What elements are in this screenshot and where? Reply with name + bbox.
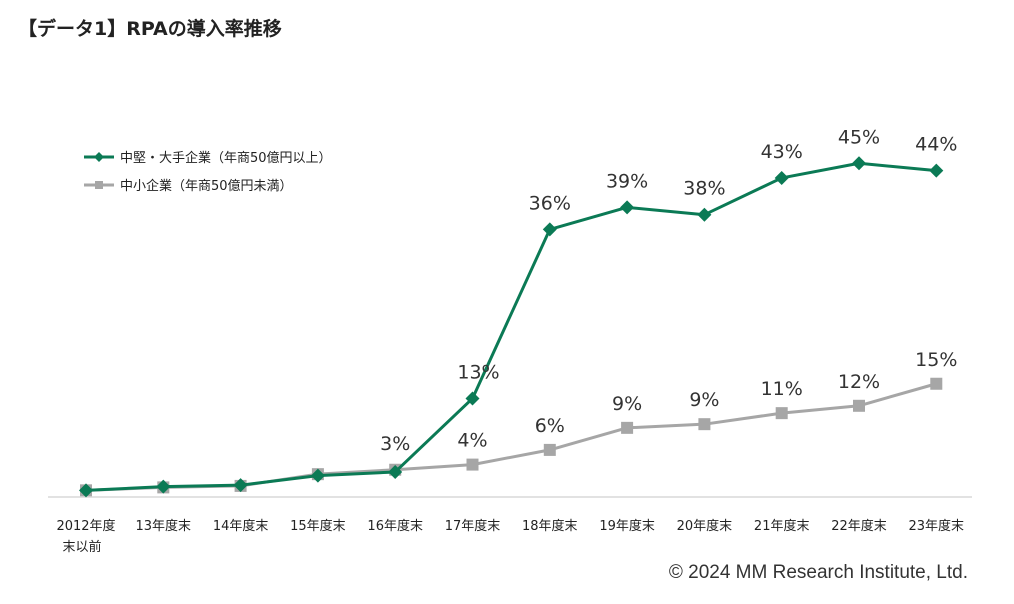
legend-label: 中小企業（年商50億円未満）: [120, 178, 293, 194]
series-layer: [79, 156, 944, 498]
data-label: 11%: [761, 378, 803, 400]
data-point: [79, 483, 93, 498]
legend-label: 中堅・大手企業（年商50億円以上）: [120, 150, 332, 166]
data-label: 9%: [612, 393, 642, 415]
series-small: [80, 377, 943, 497]
data-point: [930, 377, 943, 390]
data-label: 36%: [529, 192, 571, 214]
data-point: [233, 478, 248, 493]
data-label: 44%: [915, 134, 957, 156]
x-tick-label: 21年度末: [754, 518, 810, 534]
data-label: 12%: [838, 371, 880, 393]
series-line: [85, 161, 937, 492]
data-label: 43%: [761, 141, 803, 163]
data-point: [543, 443, 556, 456]
chart-legend: 中堅・大手企業（年商50億円以上） 中小企業（年商50億円未満）: [84, 150, 332, 194]
copyright-notice: © 2024 MM Research Institute, Ltd.: [668, 562, 968, 583]
data-point: [310, 468, 325, 483]
x-tick-label: 20年度末: [677, 518, 733, 534]
data-label: 9%: [689, 389, 719, 411]
data-label: 45%: [838, 126, 880, 148]
data-label: 13%: [457, 361, 499, 383]
data-label-layer: 3% 13% 36% 39% 38% 43% 45% 44% 4% 6% 9% 9% 11% 12% 15%: [380, 126, 957, 455]
x-tick-label: 19年度末: [599, 518, 655, 534]
data-point: [852, 156, 866, 171]
data-point: [466, 458, 479, 471]
data-point: [698, 418, 711, 431]
x-tick-label: 18年度末: [522, 518, 578, 534]
data-label: 38%: [683, 178, 725, 200]
x-tick-label: 13年度末: [136, 518, 192, 534]
data-point: [775, 407, 788, 420]
x-tick-label: 22年度末: [831, 518, 887, 534]
legend-item-small: 中小企業（年商50億円未満）: [84, 178, 293, 194]
data-label: 3%: [380, 433, 410, 455]
data-point: [697, 207, 712, 222]
x-tick-labels: 2012年度末以前 13年度末 14年度末 15年度末 16年度末 17年度末 18年度末 1…: [56, 518, 964, 555]
series-large: [79, 156, 944, 498]
data-point: [156, 479, 171, 494]
x-tick-label: 17年度末: [445, 518, 501, 534]
data-point: [542, 222, 557, 237]
data-point: [621, 421, 634, 434]
data-label: 6%: [535, 415, 565, 437]
x-tick-label: 23年度末: [909, 518, 965, 534]
x-tick-label: 15年度末: [290, 518, 346, 534]
data-point: [929, 163, 944, 178]
data-point: [774, 170, 789, 185]
data-point: [465, 391, 480, 406]
data-label: 39%: [606, 170, 648, 192]
series-line: [85, 382, 937, 492]
data-point: [620, 200, 635, 215]
data-point: [388, 464, 403, 479]
data-point: [853, 399, 865, 412]
page-title: 【データ1】RPAの導入率推移: [18, 18, 282, 40]
x-tick-label: 2012年度末以前: [56, 518, 115, 555]
legend-item-large: 中堅・大手企業（年商50億円以上）: [84, 150, 332, 166]
data-label: 15%: [915, 349, 957, 371]
data-label: 4%: [457, 430, 487, 452]
x-tick-label: 14年度末: [213, 518, 269, 534]
x-tick-label: 16年度末: [367, 518, 423, 534]
